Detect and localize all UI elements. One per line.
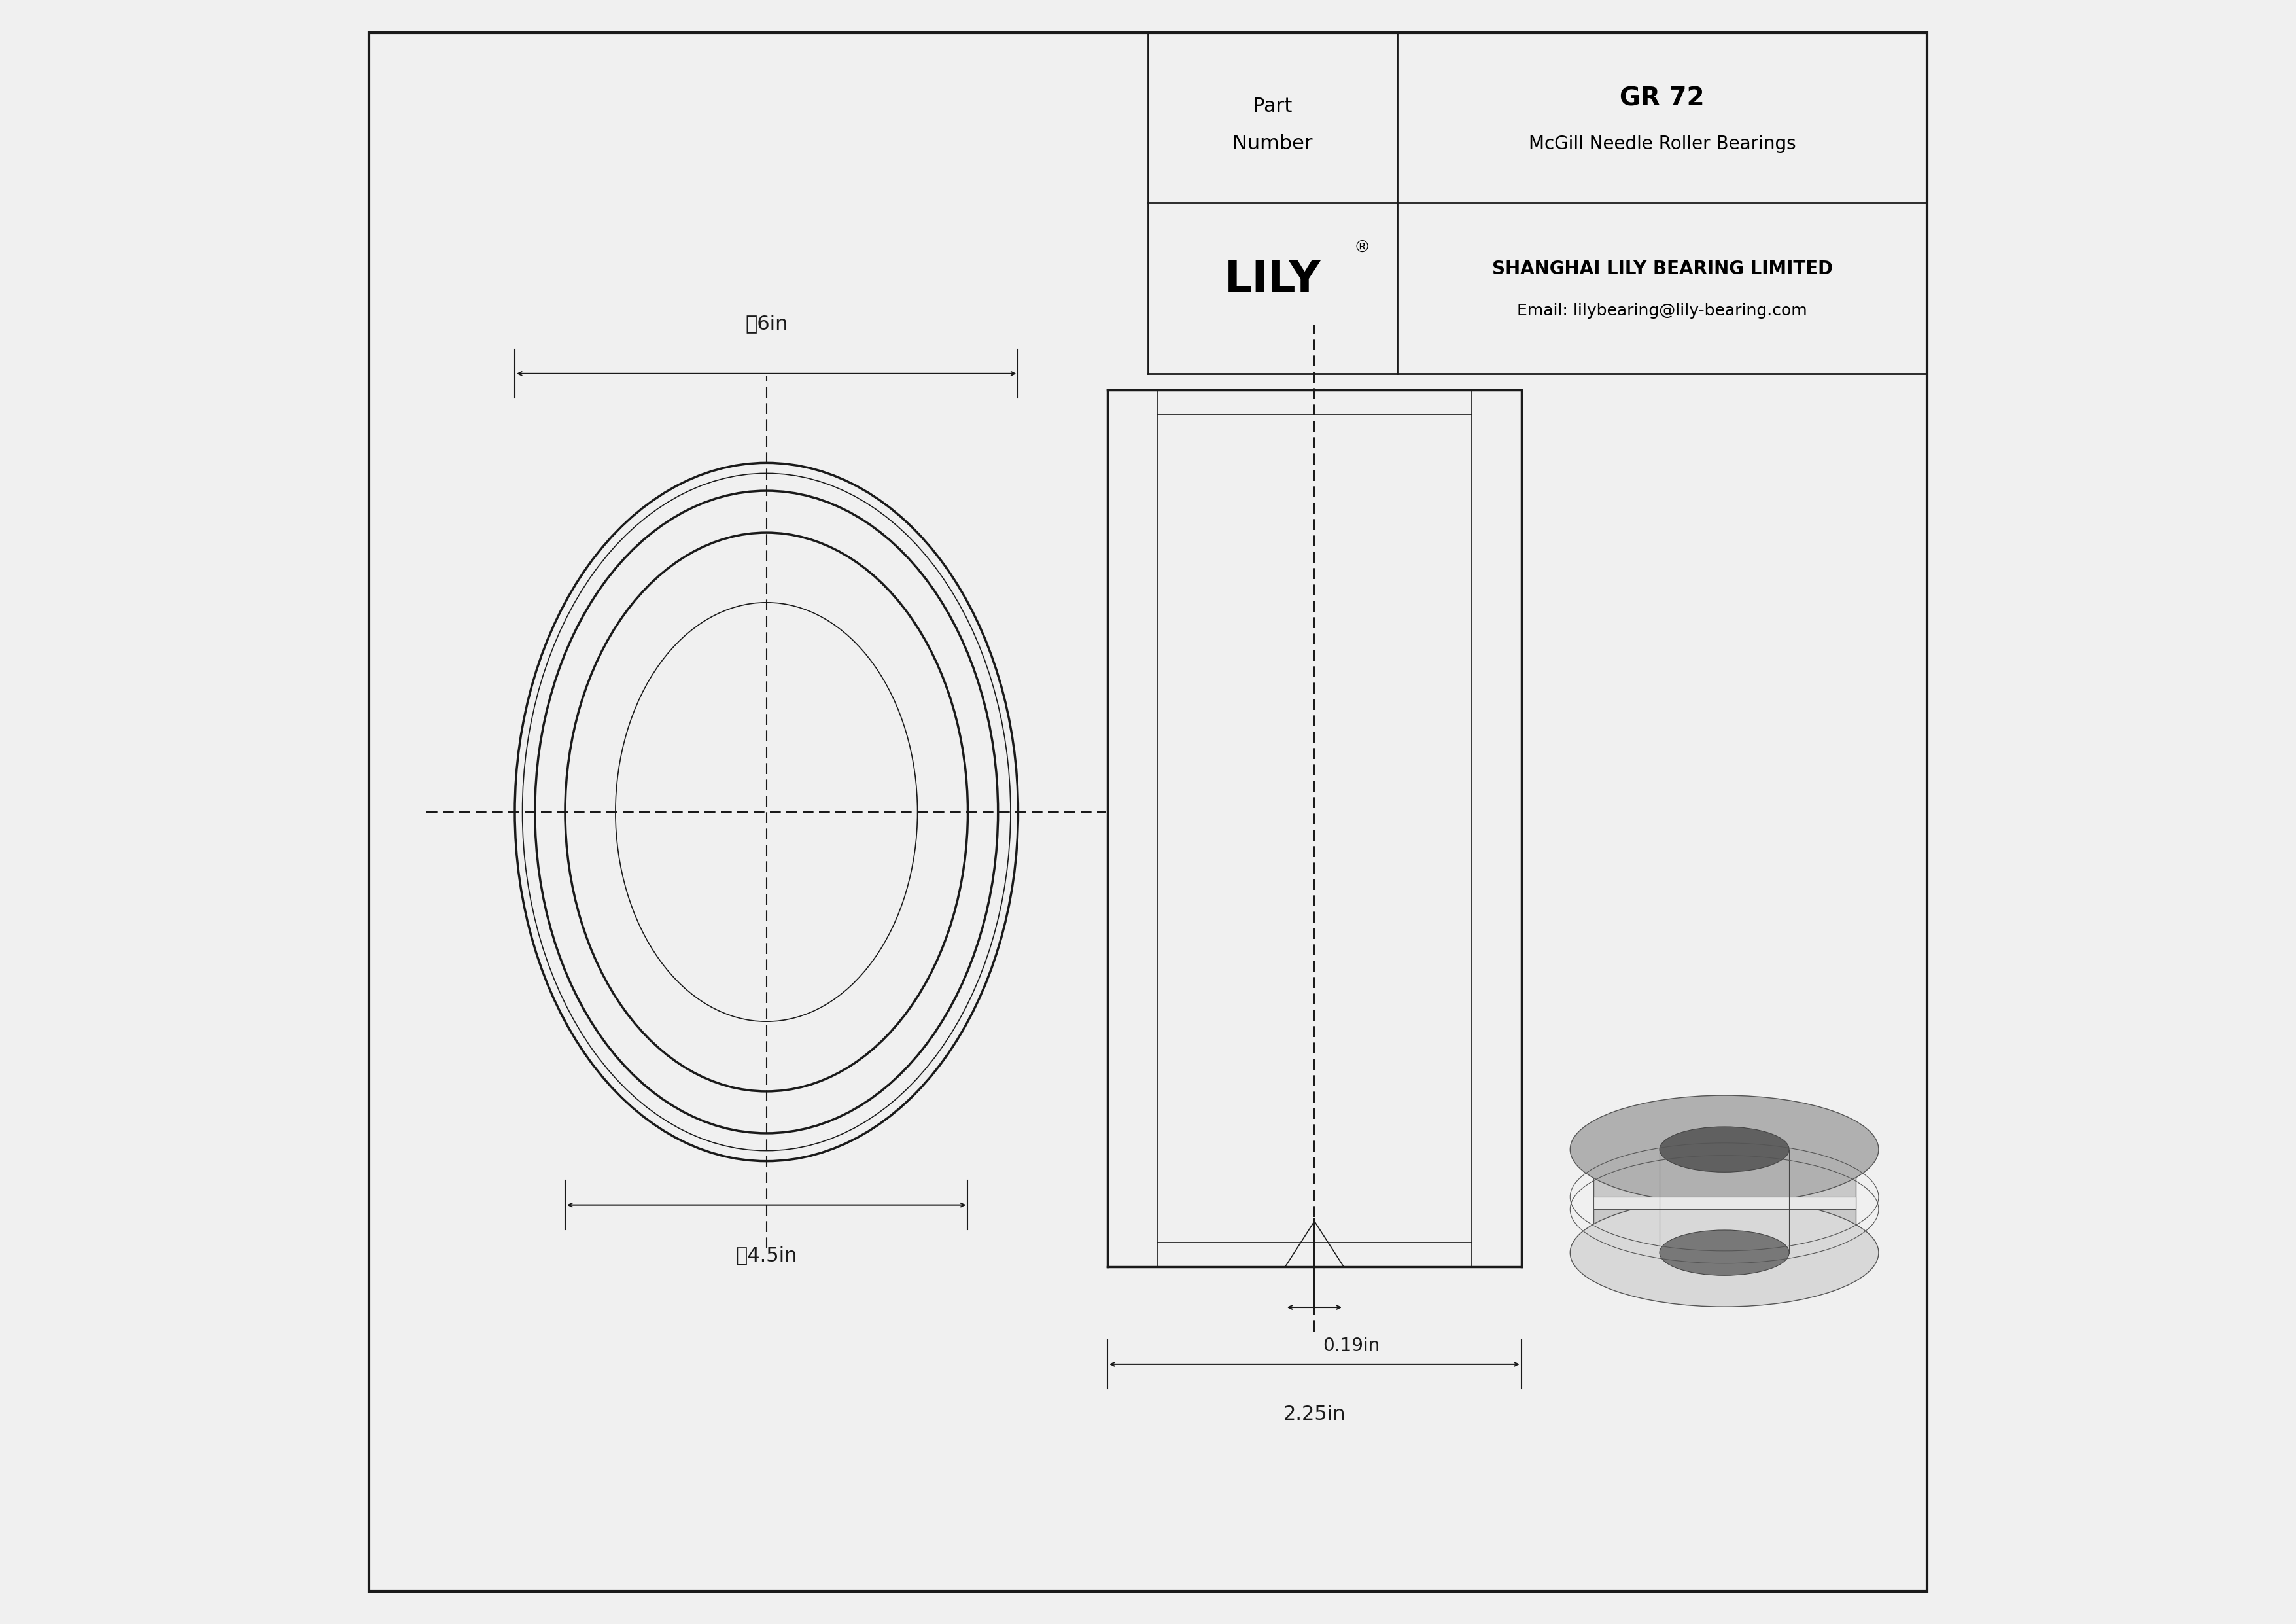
Text: McGill Needle Roller Bearings: McGill Needle Roller Bearings	[1529, 135, 1795, 153]
Text: ®: ®	[1355, 240, 1371, 255]
Text: Part: Part	[1254, 97, 1293, 115]
Text: 2.25in: 2.25in	[1283, 1405, 1345, 1424]
Text: SHANGHAI LILY BEARING LIMITED: SHANGHAI LILY BEARING LIMITED	[1492, 260, 1832, 278]
Text: 0.19in: 0.19in	[1322, 1337, 1380, 1354]
Ellipse shape	[1570, 1199, 1878, 1307]
Text: ؄4.5in: ؄4.5in	[735, 1246, 797, 1265]
Ellipse shape	[1570, 1096, 1878, 1203]
Ellipse shape	[1660, 1229, 1789, 1275]
Text: ؄6in: ؄6in	[744, 313, 788, 333]
Polygon shape	[1593, 1150, 1855, 1252]
Text: LILY: LILY	[1224, 258, 1320, 302]
Polygon shape	[1593, 1197, 1855, 1210]
Text: GR 72: GR 72	[1621, 86, 1704, 110]
Text: Email: lilybearing@lily-bearing.com: Email: lilybearing@lily-bearing.com	[1518, 304, 1807, 318]
Text: Number: Number	[1233, 135, 1313, 153]
Ellipse shape	[1660, 1127, 1789, 1173]
